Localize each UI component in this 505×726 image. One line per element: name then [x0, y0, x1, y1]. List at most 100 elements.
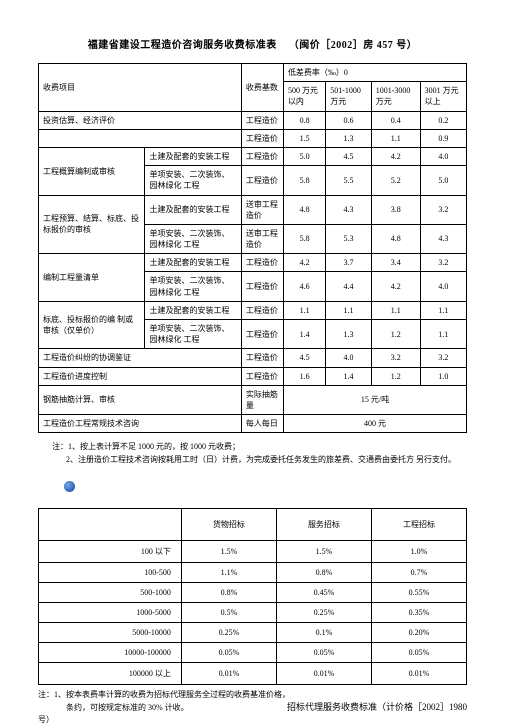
- value-cell: 4.2: [283, 254, 325, 272]
- base-cell: 工程造价: [241, 272, 283, 301]
- foot-3: 号）: [38, 714, 467, 726]
- t2-cell: 10000-100000: [39, 642, 182, 662]
- value-cell: 3.2: [371, 349, 420, 367]
- subitem-cell: 土建及配套的安装工程: [145, 254, 241, 272]
- foot-2: 条约，可按规定标准的 30% 计收。: [66, 702, 189, 714]
- t2-cell: 0.20%: [371, 622, 466, 642]
- item-cell: 工程造价进度控制: [39, 367, 242, 385]
- t2-cell: 0.05%: [276, 642, 371, 662]
- item-cell: [39, 129, 242, 147]
- base-cell: 工程造价: [241, 367, 283, 385]
- t2-cell: 1.1%: [181, 562, 276, 582]
- item-cell: 投资估算、经济评价: [39, 111, 242, 129]
- t2-cell: 0.05%: [371, 642, 466, 662]
- subitem-cell: 单项安装、二次装饰、园林绿化 工程: [145, 166, 241, 195]
- value-cell: 5.2: [371, 166, 420, 195]
- base-cell: 工程造价: [241, 254, 283, 272]
- value-cell: 3.8: [371, 195, 420, 224]
- t2-cell: 0.01%: [181, 662, 276, 684]
- value-cell: 4.0: [420, 147, 466, 165]
- fee-standard-table: 收费项目 收费基数 低差费率（‰）0 500 万元以内501-1000 万元10…: [38, 63, 467, 433]
- special-row-2c: 每人每日: [241, 415, 283, 433]
- bidding-fee-table: 货物招标服务招标工程招标 100 以下1.5%1.5%1.0%100-5001.…: [38, 508, 467, 685]
- base-cell: 工程造价: [241, 349, 283, 367]
- t2-header: [39, 508, 182, 540]
- subitem-cell: 土建及配套的安装工程: [145, 301, 241, 319]
- t2-cell: 500-1000: [39, 582, 182, 602]
- value-cell: 5.8: [283, 166, 325, 195]
- value-cell: 1.1: [326, 301, 371, 319]
- t2-cell: 0.8%: [276, 562, 371, 582]
- t2-header: 服务招标: [276, 508, 371, 540]
- col-base: 收费基数: [241, 64, 283, 112]
- t2-cell: 5000-10000: [39, 622, 182, 642]
- base-cell: 工程造价: [241, 301, 283, 319]
- footer-notes: 注：1、按本表费率计算的收费为招标代理服务全过程的收费基准价格， 条约，可按规定…: [38, 689, 467, 726]
- t2-cell: 0.8%: [181, 582, 276, 602]
- t2-cell: 0.55%: [371, 582, 466, 602]
- notes-block: 注：1、按上表计算不足 1000 元的，按 1000 元收费； 2、注册造价工程…: [52, 441, 467, 467]
- value-cell: 4.6: [283, 272, 325, 301]
- special-row-2a: 工程造价工程常规技术咨询: [39, 415, 242, 433]
- t2-cell: 1000-5000: [39, 602, 182, 622]
- value-cell: 5.5: [326, 166, 371, 195]
- item-cell: 工程造价纠纷的协调鉴证: [39, 349, 242, 367]
- value-cell: 1.0: [420, 367, 466, 385]
- value-cell: 1.1: [420, 301, 466, 319]
- value-cell: 1.1: [371, 301, 420, 319]
- foot-right: 招标代理服务收费标准（计价格［2002］1980: [287, 701, 467, 715]
- value-cell: 3.4: [371, 254, 420, 272]
- value-cell: 1.1: [283, 301, 325, 319]
- value-cell: 4.0: [326, 349, 371, 367]
- value-cell: 0.4: [371, 111, 420, 129]
- value-cell: 1.3: [326, 129, 371, 147]
- value-cell: 3.2: [420, 349, 466, 367]
- t2-cell: 0.25%: [181, 622, 276, 642]
- rate-col-header: 500 万元以内: [283, 82, 325, 111]
- value-cell: 4.8: [283, 195, 325, 224]
- note-2: 2、注册造价工程技术咨询按耗用工时（日）计费，为完成委托任务发生的旅差费、交通费…: [66, 454, 467, 467]
- title-right: （闽价［2002］房 457 号）: [289, 40, 418, 51]
- value-cell: 0.8: [283, 111, 325, 129]
- base-cell: 工程造价: [241, 320, 283, 349]
- value-cell: 0.6: [326, 111, 371, 129]
- t2-cell: 1.5%: [276, 540, 371, 562]
- bullet-icon: [64, 481, 467, 494]
- t2-cell: 1.5%: [181, 540, 276, 562]
- value-cell: 5.0: [283, 147, 325, 165]
- value-cell: 0.9: [420, 129, 466, 147]
- t2-cell: 1.0%: [371, 540, 466, 562]
- t2-header: 货物招标: [181, 508, 276, 540]
- base-cell: 工程造价: [241, 166, 283, 195]
- value-cell: 3.2: [420, 254, 466, 272]
- value-cell: 1.6: [283, 367, 325, 385]
- value-cell: 1.2: [371, 367, 420, 385]
- t2-cell: 0.7%: [371, 562, 466, 582]
- foot-1: 注：1、按本表费率计算的收费为招标代理服务全过程的收费基准价格，: [38, 689, 467, 701]
- value-cell: 1.5: [283, 129, 325, 147]
- rate-col-header: 501-1000 万元: [326, 82, 371, 111]
- value-cell: 4.4: [326, 272, 371, 301]
- t2-cell: 0.05%: [181, 642, 276, 662]
- note-1: 注：1、按上表计算不足 1000 元的，按 1000 元收费；: [52, 441, 467, 454]
- value-cell: 1.1: [371, 129, 420, 147]
- value-cell: 4.8: [371, 224, 420, 253]
- special-row-1v: 15 元/吨: [283, 385, 466, 414]
- value-cell: 1.2: [371, 320, 420, 349]
- value-cell: 4.2: [371, 272, 420, 301]
- t2-cell: 100 以下: [39, 540, 182, 562]
- subitem-cell: 土建及配套的安装工程: [145, 147, 241, 165]
- base-cell: 送审工程造价: [241, 224, 283, 253]
- page-title: 福建省建设工程造价咨询服务收费标准表 （闽价［2002］房 457 号）: [38, 36, 467, 51]
- t2-cell: 0.45%: [276, 582, 371, 602]
- subitem-cell: 单项安装、二次装饰、园林绿化 工程: [145, 320, 241, 349]
- value-cell: 5.3: [326, 224, 371, 253]
- value-cell: 1.1: [420, 320, 466, 349]
- base-cell: 送审工程造价: [241, 195, 283, 224]
- t2-cell: 0.35%: [371, 602, 466, 622]
- special-row-1a: 钢筋抽筋计算、审核: [39, 385, 242, 414]
- title-left: 福建省建设工程造价咨询服务收费标准表: [88, 40, 277, 51]
- t2-header: 工程招标: [371, 508, 466, 540]
- t2-cell: 0.01%: [276, 662, 371, 684]
- t2-cell: 100000 以上: [39, 662, 182, 684]
